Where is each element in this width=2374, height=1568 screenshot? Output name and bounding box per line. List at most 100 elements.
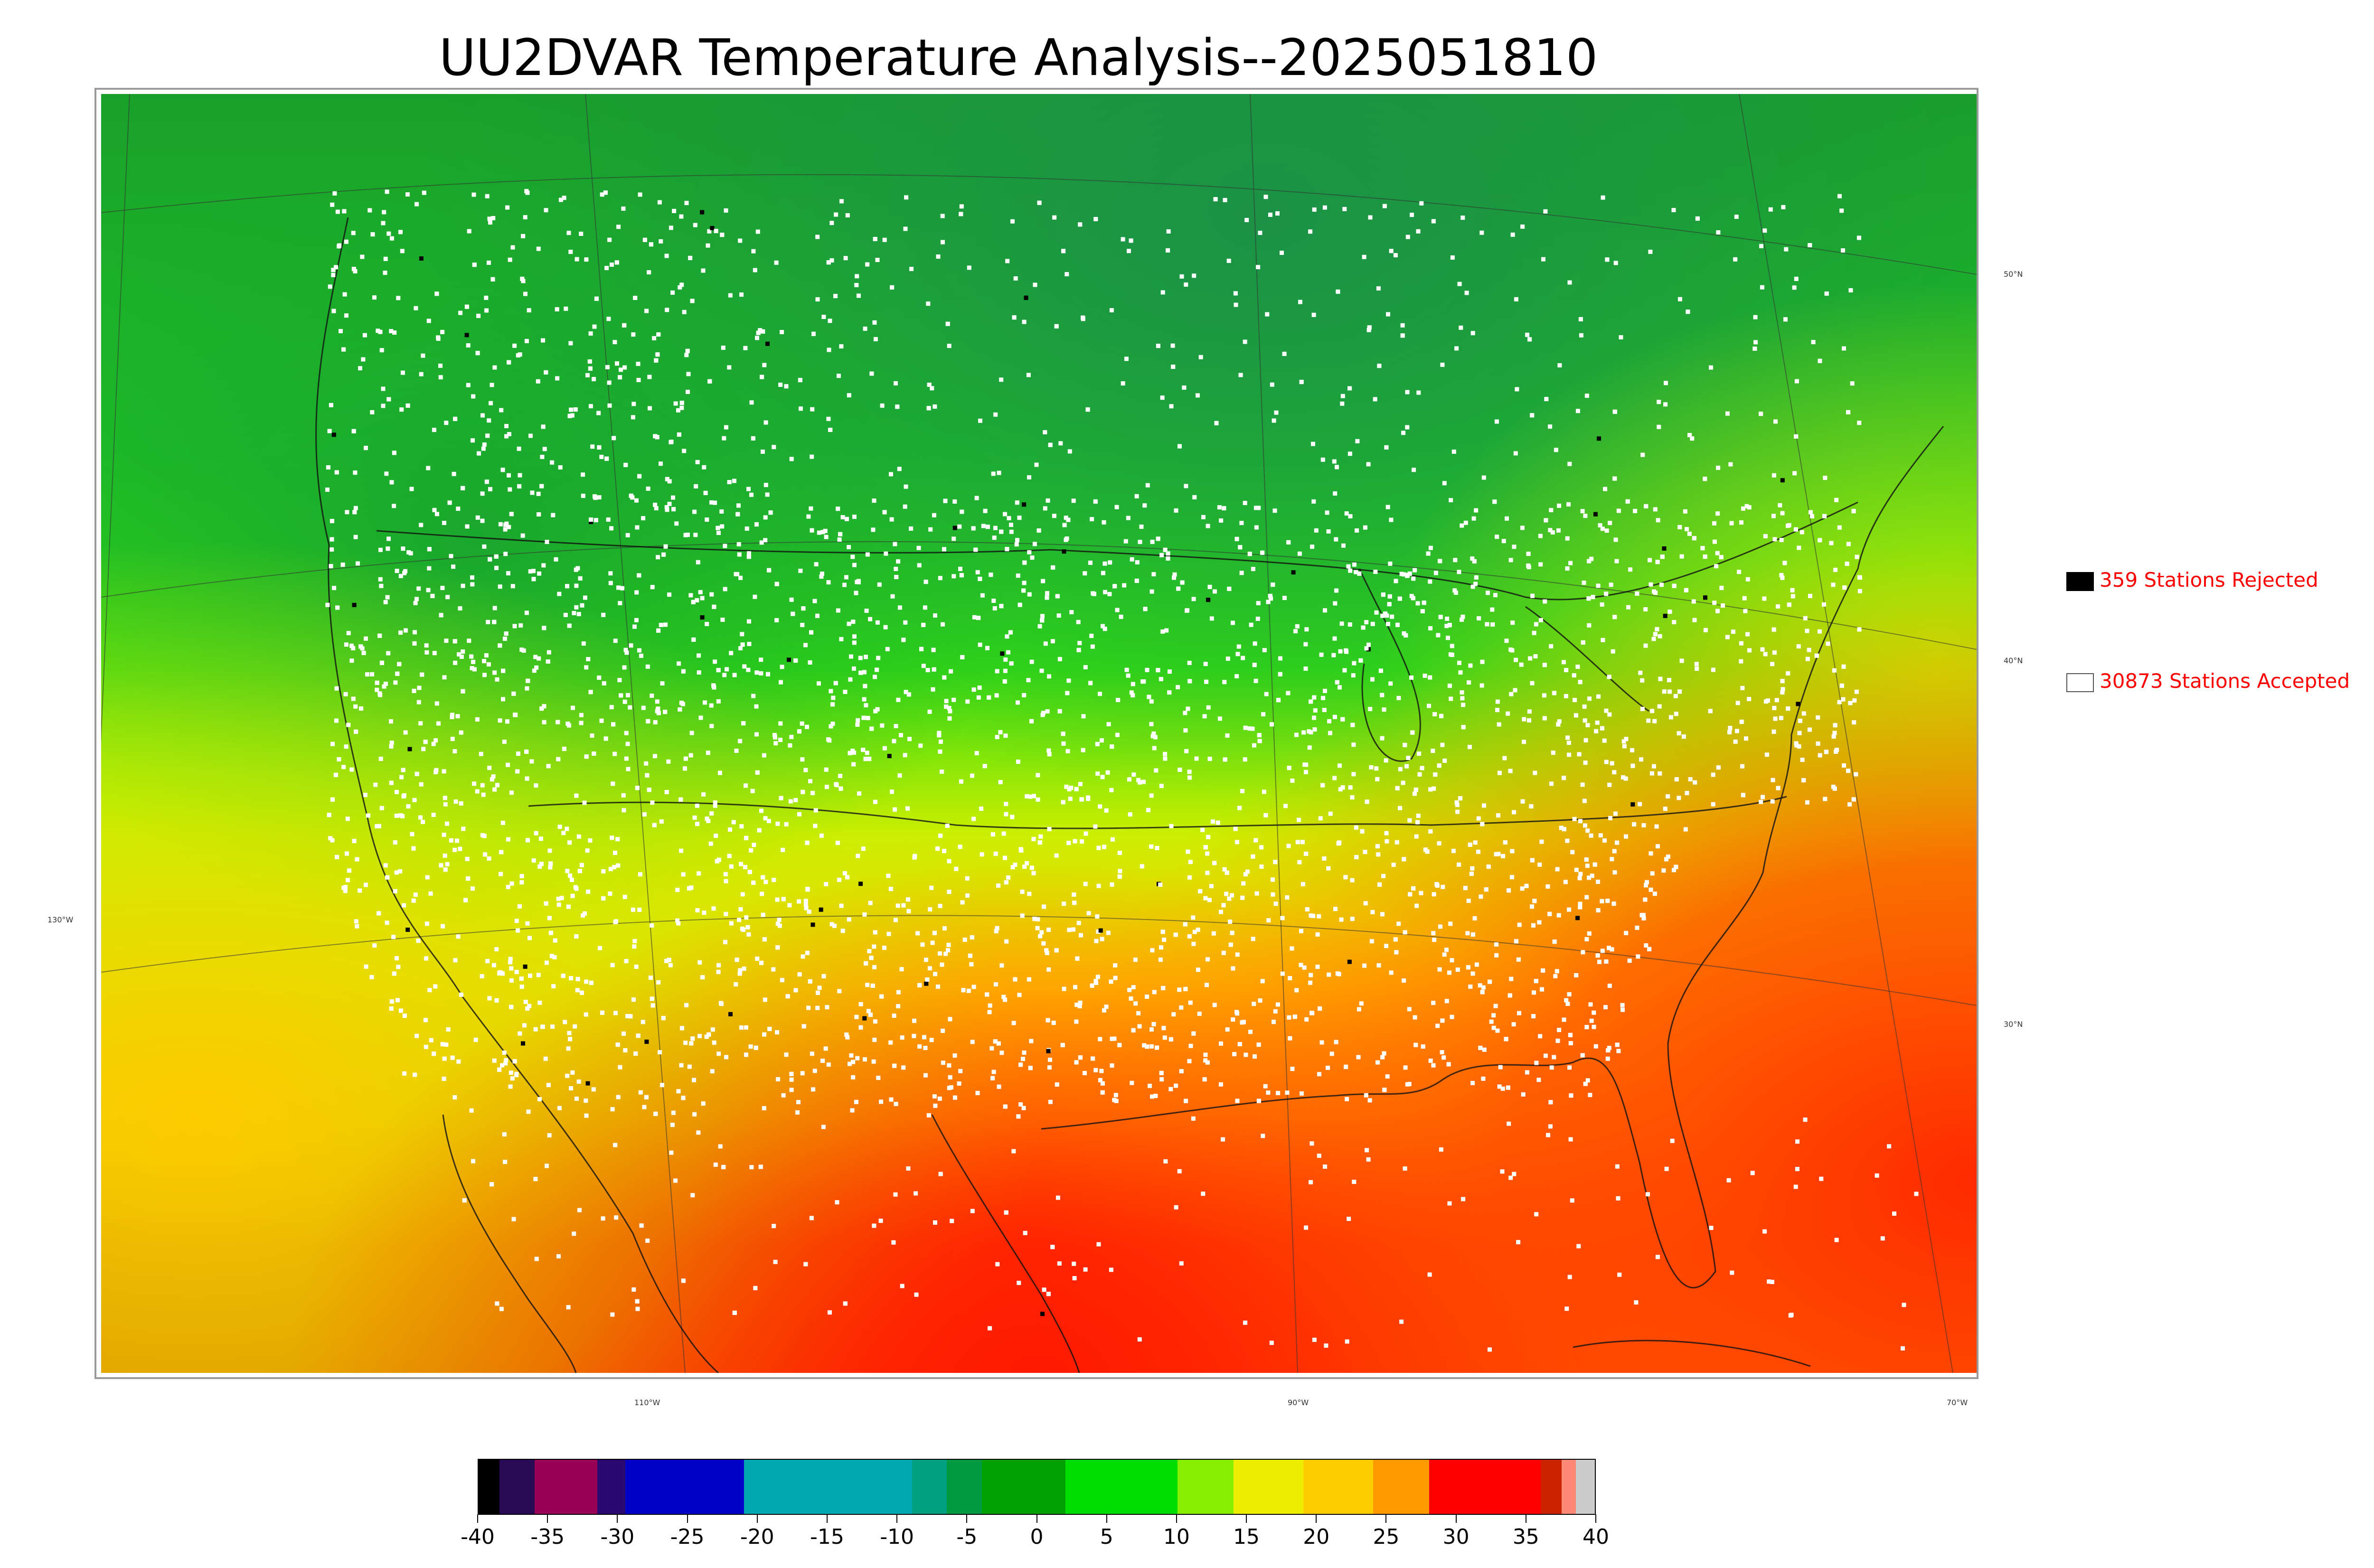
accepted-station-marker xyxy=(1131,1028,1136,1033)
accepted-station-marker xyxy=(1263,1084,1268,1089)
accepted-station-marker xyxy=(1234,1010,1239,1014)
accepted-station-marker xyxy=(588,838,593,843)
accepted-station-marker xyxy=(982,764,987,769)
accepted-station-marker xyxy=(1180,580,1185,585)
accepted-station-marker xyxy=(1263,813,1268,817)
accepted-station-marker xyxy=(834,212,838,217)
accepted-station-marker xyxy=(1083,1267,1088,1272)
accepted-station-marker xyxy=(741,721,746,726)
accepted-station-marker xyxy=(424,921,429,926)
accepted-station-marker xyxy=(1027,475,1031,479)
accepted-station-marker xyxy=(1285,895,1290,900)
accepted-station-marker xyxy=(1795,1167,1799,1171)
accepted-station-marker xyxy=(613,1143,618,1147)
rejected-label: 359 Stations Rejected xyxy=(2100,568,2318,592)
accepted-station-marker xyxy=(389,741,394,745)
accepted-station-marker xyxy=(1253,838,1258,843)
accepted-station-marker xyxy=(1096,883,1101,888)
accepted-station-marker xyxy=(330,519,334,524)
accepted-station-marker xyxy=(424,956,429,961)
accepted-station-marker xyxy=(1191,1116,1196,1121)
accepted-station-marker xyxy=(1782,561,1787,565)
accepted-station-marker xyxy=(1646,1192,1650,1197)
accepted-station-marker xyxy=(1334,1040,1338,1044)
accepted-station-marker xyxy=(715,859,719,864)
accepted-station-marker xyxy=(830,702,835,707)
accepted-station-marker xyxy=(1538,534,1543,538)
accepted-station-marker xyxy=(659,623,663,627)
accepted-station-marker xyxy=(1583,718,1587,723)
accepted-station-marker xyxy=(476,313,481,318)
accepted-station-marker xyxy=(896,990,901,995)
accepted-station-marker xyxy=(586,657,591,661)
accepted-station-marker xyxy=(797,812,801,817)
colorbar-band xyxy=(947,1460,982,1514)
accepted-station-marker xyxy=(547,848,552,853)
accepted-station-marker xyxy=(1644,880,1649,884)
accepted-station-marker xyxy=(389,719,393,724)
accepted-station-marker xyxy=(1581,640,1585,645)
accepted-station-marker xyxy=(991,599,996,603)
accepted-station-marker xyxy=(1094,939,1099,943)
accepted-station-marker xyxy=(539,862,544,866)
accepted-station-marker xyxy=(870,983,875,988)
accepted-station-marker xyxy=(570,1070,575,1075)
accepted-station-marker xyxy=(541,563,546,568)
accepted-station-marker xyxy=(546,650,551,655)
accepted-station-marker xyxy=(1648,558,1652,563)
accepted-station-marker xyxy=(873,1019,877,1024)
accepted-station-marker xyxy=(612,436,616,441)
accepted-station-marker xyxy=(1447,970,1451,975)
accepted-station-marker xyxy=(1031,871,1036,875)
accepted-station-marker xyxy=(1004,802,1008,806)
rejected-station-marker xyxy=(862,1016,867,1021)
accepted-station-marker xyxy=(1605,257,1610,262)
accepted-station-marker xyxy=(650,585,655,590)
accepted-station-marker xyxy=(453,660,458,665)
accepted-station-marker xyxy=(1494,852,1498,856)
accepted-station-marker xyxy=(378,693,383,697)
accepted-station-marker xyxy=(584,1012,588,1017)
accepted-station-marker xyxy=(714,834,718,838)
accepted-station-marker xyxy=(1307,745,1312,750)
accepted-station-marker xyxy=(1657,704,1662,709)
accepted-station-marker xyxy=(1304,770,1308,774)
accepted-station-marker xyxy=(641,516,646,521)
accepted-station-marker xyxy=(771,967,776,972)
accepted-station-marker xyxy=(576,612,581,617)
accepted-station-marker xyxy=(903,620,908,625)
accepted-station-marker xyxy=(1112,1036,1117,1041)
accepted-station-marker xyxy=(1584,394,1589,398)
accepted-station-marker xyxy=(450,737,455,741)
accepted-station-marker xyxy=(400,370,405,375)
accepted-station-marker xyxy=(754,704,759,709)
accepted-station-marker xyxy=(1008,630,1013,635)
accepted-station-marker xyxy=(938,903,942,908)
accepted-station-marker xyxy=(1130,557,1134,562)
accepted-station-marker xyxy=(1719,555,1724,560)
accepted-station-marker xyxy=(803,768,808,772)
accepted-station-marker xyxy=(716,969,721,974)
accepted-station-marker xyxy=(1438,559,1442,563)
lon-label-110: 110°W xyxy=(634,1398,660,1407)
accepted-station-marker xyxy=(1648,249,1653,254)
accepted-station-marker xyxy=(1772,537,1777,542)
accepted-station-marker xyxy=(1818,629,1822,634)
accepted-station-marker xyxy=(1620,1003,1625,1007)
accepted-station-marker xyxy=(455,714,460,719)
accepted-station-marker xyxy=(584,979,589,984)
accepted-station-marker xyxy=(1234,302,1238,307)
colorbar-band xyxy=(744,1460,913,1514)
accepted-station-marker xyxy=(1145,483,1150,488)
accepted-station-marker xyxy=(1617,1272,1622,1277)
colorbar-tick-label: -40 xyxy=(461,1525,495,1549)
accepted-station-marker xyxy=(1580,1053,1585,1058)
accepted-station-marker xyxy=(1136,778,1141,782)
accepted-station-marker xyxy=(1197,1012,1202,1016)
accepted-station-marker xyxy=(1405,235,1410,239)
accepted-station-marker xyxy=(361,357,366,362)
accepted-station-marker xyxy=(885,647,890,651)
accepted-station-marker xyxy=(1700,546,1705,551)
accepted-station-marker xyxy=(698,715,703,720)
accepted-station-marker xyxy=(893,542,897,546)
